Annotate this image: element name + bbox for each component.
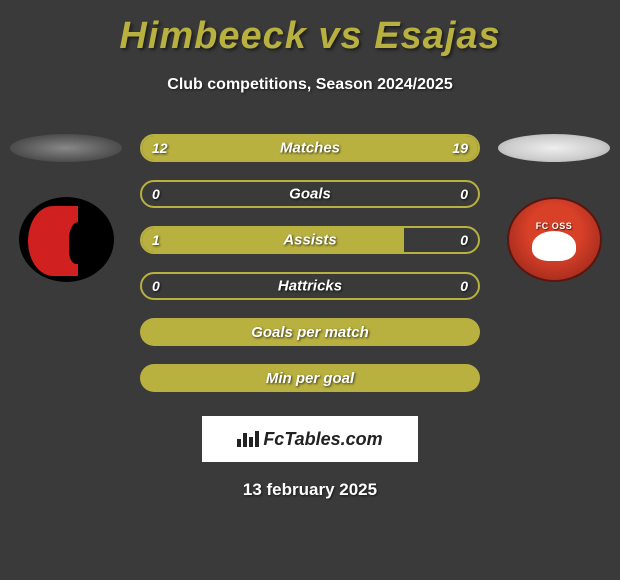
full-bar: Goals per match: [140, 318, 480, 346]
left-column: [0, 134, 132, 282]
page-title: Himbeeck vs Esajas: [0, 15, 620, 58]
bar-label: Assists: [283, 232, 336, 249]
bar-value-left: 0: [152, 186, 160, 202]
subtitle: Club competitions, Season 2024/2025: [0, 76, 620, 94]
brand-badge: FcTables.com: [202, 416, 418, 462]
ellipse-right-icon: [498, 134, 610, 162]
club-logo-left: [19, 197, 114, 282]
right-column: FC OSS: [488, 134, 620, 282]
club-logo-right: FC OSS: [507, 197, 602, 282]
brand-bars-icon: [237, 431, 259, 447]
bar-value-right: 0: [460, 186, 468, 202]
bar-value-right: 0: [460, 232, 468, 248]
full-bar-label: Goals per match: [251, 324, 369, 341]
full-bar-label: Min per goal: [266, 370, 354, 387]
brand-text: FcTables.com: [263, 429, 382, 450]
bar-value-right: 0: [460, 278, 468, 294]
stat-bar: Matches 12 19: [140, 134, 480, 162]
club-logo-right-text: FC OSS: [536, 221, 573, 231]
bar-label: Goals: [289, 186, 331, 203]
bar-fill-left: [142, 228, 404, 252]
stat-bar: Assists 1 0: [140, 226, 480, 254]
bar-value-left: 1: [152, 232, 160, 248]
ellipse-left-icon: [10, 134, 122, 162]
stat-bar: Hattricks 0 0: [140, 272, 480, 300]
bar-value-right: 19: [452, 140, 468, 156]
bar-value-left: 12: [152, 140, 168, 156]
comparison-infographic: Himbeeck vs Esajas Club competitions, Se…: [0, 0, 620, 580]
bar-label: Matches: [280, 140, 340, 157]
stat-bar: Goals 0 0: [140, 180, 480, 208]
bar-value-left: 0: [152, 278, 160, 294]
bar-label: Hattricks: [278, 278, 342, 295]
main-area: Matches1219Goals00Assists10Hattricks00Go…: [0, 134, 620, 410]
full-bar: Min per goal: [140, 364, 480, 392]
stat-bars: Matches1219Goals00Assists10Hattricks00Go…: [132, 134, 488, 410]
footer-date: 13 february 2025: [0, 480, 620, 500]
